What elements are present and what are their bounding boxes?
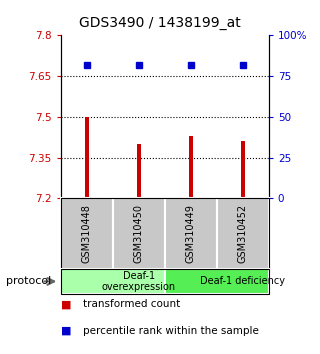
Text: GSM310449: GSM310449 [186,204,196,263]
Text: GSM310452: GSM310452 [238,204,248,263]
Text: ■: ■ [61,299,71,309]
Text: GSM310448: GSM310448 [82,204,92,263]
Bar [165,198,217,269]
Text: percentile rank within the sample: percentile rank within the sample [83,326,259,336]
Bar [85,117,89,198]
Bar [61,269,165,294]
Bar [189,136,193,198]
Bar [137,144,141,198]
Text: transformed count: transformed count [83,299,180,309]
Text: GDS3490 / 1438199_at: GDS3490 / 1438199_at [79,16,241,30]
Bar [217,198,269,269]
Bar [61,198,113,269]
Bar [165,269,269,294]
Bar [241,141,245,198]
Text: ■: ■ [61,326,71,336]
Text: Deaf-1 deficiency: Deaf-1 deficiency [200,276,285,286]
Text: protocol: protocol [6,276,52,286]
Text: Deaf-1
overexpression: Deaf-1 overexpression [102,270,176,292]
Bar [113,198,165,269]
Text: GSM310450: GSM310450 [134,204,144,263]
